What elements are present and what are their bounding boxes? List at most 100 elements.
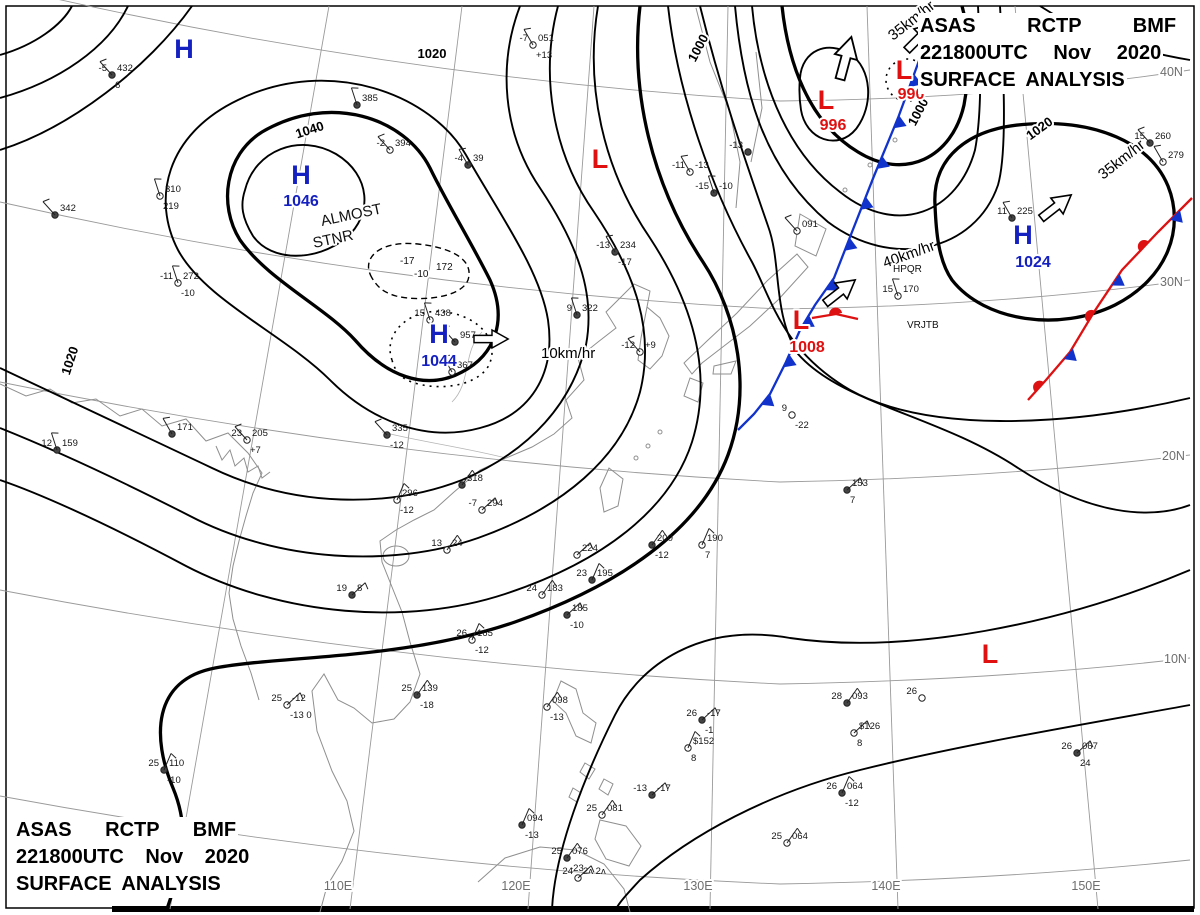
station-pressure: 385: [362, 93, 378, 104]
station-temp: -7: [520, 33, 528, 44]
wind-barb-feather: [859, 477, 864, 485]
station-plot: 15 438: [414, 302, 451, 324]
fronts-layer: [737, 57, 1193, 431]
wind-barb-feather: [556, 691, 562, 699]
longitude-line: [1014, 5, 1099, 910]
station-plot: 23 205 +7: [231, 423, 268, 456]
wind-barb: [234, 426, 248, 441]
isobar-1008: [734, 5, 1005, 251]
wind-barb: [1002, 202, 1013, 219]
station-dewpoint: -22: [795, 420, 809, 431]
station-plot: -5 432 6: [99, 58, 133, 91]
wind-barb-feather: [234, 423, 242, 428]
pressure-value: 1008: [789, 339, 825, 356]
wind-barb: [1137, 129, 1151, 144]
wind-barb-feather: [714, 707, 719, 715]
title-block-bottom-left: ASAS RCTP BMF 221800UTC Nov 2020 SURFACE…: [14, 817, 252, 898]
wind-barb: [846, 687, 858, 704]
wind-barb-feather: [576, 842, 582, 850]
map-border: [5, 5, 1195, 909]
station-dewpoint: -12: [655, 550, 669, 561]
warm-front-pip: [1137, 239, 1149, 252]
station-pressure: +9: [645, 340, 656, 351]
coastline-kyushu: [683, 377, 704, 403]
isobar-nw-corner: [0, 5, 129, 99]
station-plot: 957: [442, 325, 476, 346]
coastline-layer: [0, 7, 898, 913]
station-temp: 15: [1134, 131, 1145, 142]
station-temp: 28: [831, 691, 842, 702]
station-pressure: 185: [572, 603, 588, 614]
wind-barb: [891, 278, 899, 297]
wind-barb: [162, 418, 173, 435]
wind-barb-feather: [528, 808, 535, 814]
station-dewpoint: -18: [420, 700, 434, 711]
station-temp: 24: [526, 583, 537, 594]
station-pressure: 296: [402, 488, 418, 499]
station-plot: 335 -12: [374, 418, 408, 451]
valid-time: 221800UTC Nov 2020: [14, 844, 252, 871]
station-plot: 279: [1153, 144, 1184, 166]
movement-arrow-icon: [833, 35, 859, 82]
station-pressure: 2ʌ 2ʌ: [583, 866, 606, 877]
wind-barb: [707, 175, 715, 194]
isobar-1020-pacific-high: [933, 121, 1176, 322]
station-pressure: 310: [165, 184, 181, 195]
wind-barb: [461, 469, 473, 486]
station-pressure: 159: [62, 438, 78, 449]
wind-barb: [171, 265, 179, 284]
chart-type: SURFACE ANALYSIS: [14, 871, 223, 898]
station-dewpoint: 6: [115, 80, 120, 91]
station-pressure: 094: [527, 813, 543, 824]
station-plot: 171: [162, 416, 193, 438]
longitude-label: 110E: [324, 879, 352, 893]
station-plot: -12 +9: [621, 335, 656, 356]
wind-barb: [605, 236, 616, 253]
isobar-intermediate-dotted: [389, 310, 493, 388]
pressure-value: 1024: [1015, 254, 1051, 271]
station-pressure: 171: [177, 422, 193, 433]
coastline-shikoku: [712, 360, 737, 375]
station-plot: -7 294: [469, 497, 503, 514]
station-dewpoint: -10: [167, 775, 181, 786]
station-dewpoint: 7: [850, 495, 855, 506]
wind-barb-feather: [494, 497, 499, 505]
station-temp: 25: [148, 758, 159, 769]
annotation-text: STNR: [311, 227, 355, 252]
low-center-symbol: L: [818, 85, 835, 115]
coastline-delta-detail: [215, 445, 271, 479]
wind-barb-feather: [426, 679, 432, 687]
wind-barb: [377, 136, 391, 151]
wind-barb: [442, 356, 453, 373]
station-dewpoint: -10: [570, 620, 584, 631]
longitude-line: [349, 5, 463, 910]
latitude-line: [0, 201, 1191, 310]
isobar-996: [798, 46, 869, 142]
motion-speed-label: 35km/hr: [1095, 136, 1148, 183]
station-pressure: 394: [395, 138, 411, 149]
wind-barb: [591, 563, 600, 581]
wind-barb-feather: [42, 198, 50, 203]
station-pressure: 367: [457, 360, 473, 371]
wind-barb: [481, 497, 496, 511]
wind-barb: [471, 623, 480, 641]
station-plot: -11 -13: [672, 154, 709, 176]
wind-barb: [1153, 146, 1164, 163]
isobar-subtropics: [551, 569, 1191, 910]
wind-barb-feather: [694, 731, 701, 737]
station-plot: 25 064: [771, 827, 808, 847]
movement-arrow-icon: [1037, 193, 1073, 223]
station-temp: -13: [596, 240, 610, 251]
product-id: ASAS RCTP BMF: [14, 817, 239, 844]
station-pressure: 064: [792, 831, 808, 842]
station-temp: -2: [377, 138, 385, 149]
station-pressure: 093: [852, 691, 868, 702]
station-plot: 26 067 24: [1061, 740, 1098, 769]
longitude-label: 130E: [683, 879, 712, 893]
station-pressure: $152: [693, 736, 714, 747]
isobar-layer: [0, 5, 1191, 910]
wind-barb-feather: [458, 147, 466, 150]
station-plot: 24 2ʌ 2ʌ: [562, 865, 606, 882]
